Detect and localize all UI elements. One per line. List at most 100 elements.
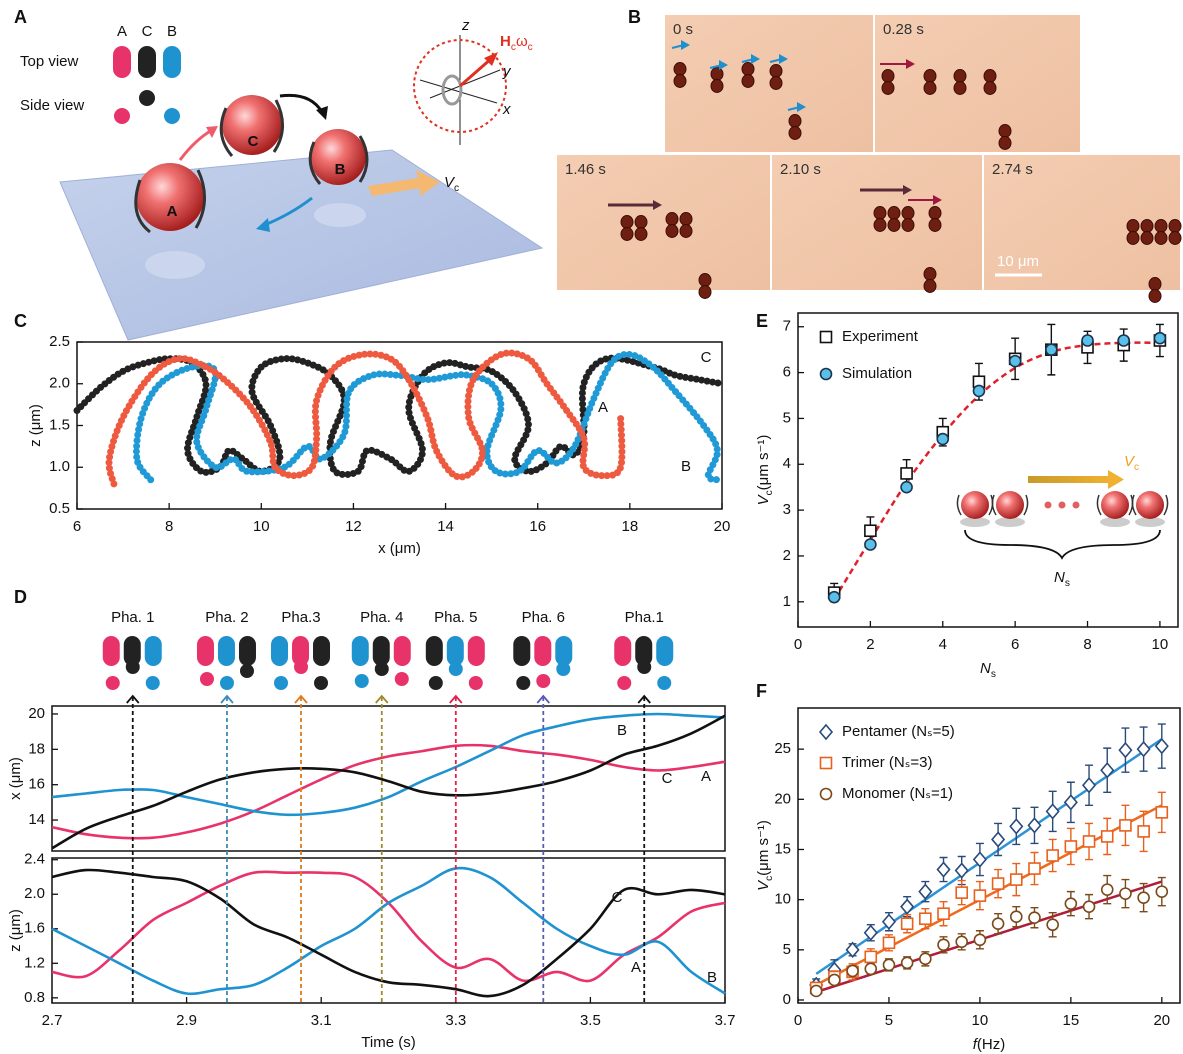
phase-top-view bbox=[197, 636, 214, 666]
marker bbox=[938, 908, 949, 919]
series-label: B bbox=[617, 722, 627, 739]
field-label-part: ω bbox=[516, 33, 528, 50]
marker bbox=[901, 468, 912, 479]
particle-dimer bbox=[888, 207, 900, 220]
particle-dimer bbox=[929, 219, 941, 232]
top-view-dumbbell bbox=[138, 46, 156, 78]
particle-dimer bbox=[874, 219, 886, 232]
particle-dimer bbox=[954, 70, 966, 83]
particle-dimer bbox=[666, 213, 678, 226]
particle-dimer bbox=[1155, 232, 1167, 245]
marker bbox=[1120, 888, 1131, 899]
x-axis-label: Time (s) bbox=[361, 1034, 415, 1051]
panel-label: B bbox=[628, 7, 641, 27]
particle-dimer bbox=[699, 274, 711, 287]
marker bbox=[920, 913, 931, 924]
phase-side-view bbox=[469, 676, 483, 690]
particle-dimer bbox=[902, 207, 914, 220]
x-tick-label: 20 bbox=[1153, 1012, 1170, 1029]
particle-dimer bbox=[929, 207, 941, 220]
field-label-part: H bbox=[500, 33, 511, 50]
phase-top-view bbox=[373, 636, 390, 666]
line bbox=[52, 870, 725, 996]
particle-dimer bbox=[999, 125, 1011, 138]
x-axis-label-part: s bbox=[991, 669, 996, 680]
x-tick-label: 2 bbox=[866, 636, 874, 653]
phase-side-view bbox=[556, 662, 570, 676]
particle-dimer bbox=[770, 77, 782, 90]
particle-dimer bbox=[1127, 232, 1139, 245]
reflection bbox=[314, 203, 366, 227]
x-tick-label: 2.7 bbox=[42, 1012, 63, 1029]
x-tick-label: 10 bbox=[972, 1012, 989, 1029]
phase-side-view bbox=[536, 674, 550, 688]
marker bbox=[1047, 850, 1058, 861]
marker bbox=[1138, 826, 1149, 837]
legend-label: Simulation bbox=[842, 365, 912, 382]
panel-label: E bbox=[756, 311, 768, 331]
phase-top-view bbox=[239, 636, 256, 666]
velocity-label-part: c bbox=[454, 183, 459, 194]
top-view-dumbbell bbox=[113, 46, 131, 78]
x-tick-label: 4 bbox=[939, 636, 947, 653]
time-label: 1.46 s bbox=[565, 161, 606, 178]
y-tick-label: 20 bbox=[28, 705, 45, 722]
marker bbox=[1010, 819, 1022, 833]
marker bbox=[937, 434, 948, 445]
inset-sphere bbox=[1101, 491, 1129, 519]
y-tick-label: 2.0 bbox=[24, 885, 45, 902]
series-label: C bbox=[612, 889, 623, 906]
series-label: B bbox=[707, 969, 717, 986]
figure: ABCDEFACBACBTop viewSide viewzyxHcωcVc0 … bbox=[0, 0, 1183, 1054]
inset-arrow bbox=[1028, 476, 1110, 483]
sphere-label: B bbox=[335, 161, 346, 178]
particle-dimer bbox=[924, 82, 936, 95]
inset-label-part: s bbox=[1065, 578, 1070, 589]
particle-dimer bbox=[680, 225, 692, 238]
y-tick-label: 0.5 bbox=[49, 500, 70, 517]
phase-top-view bbox=[352, 636, 369, 666]
particle-dimer bbox=[789, 127, 801, 140]
particle-dimer bbox=[984, 82, 996, 95]
time-label: 2.74 s bbox=[992, 161, 1033, 178]
legend-marker bbox=[821, 369, 832, 380]
marker bbox=[1102, 884, 1113, 895]
motion-arrow bbox=[180, 130, 212, 160]
x-tick-label: 0 bbox=[794, 1012, 802, 1029]
phase-top-view bbox=[447, 636, 464, 666]
particle-dimer bbox=[674, 63, 686, 76]
axis-name: x bbox=[502, 101, 511, 118]
marker bbox=[902, 918, 913, 929]
marker bbox=[1082, 335, 1093, 346]
marker bbox=[1102, 831, 1113, 842]
phase-side-view bbox=[375, 662, 389, 676]
field-label: Hcωc bbox=[500, 33, 533, 53]
series-label: B bbox=[681, 458, 691, 475]
marker bbox=[992, 832, 1004, 846]
phase-side-view bbox=[106, 676, 120, 690]
y-axis-label: Vc(μm s⁻¹) bbox=[755, 820, 775, 891]
marker bbox=[829, 974, 840, 985]
marker bbox=[1029, 863, 1040, 874]
phase-side-view bbox=[355, 674, 369, 688]
particle-dimer bbox=[888, 219, 900, 232]
particle-dimer bbox=[635, 216, 647, 229]
phase-label: Pha. 4 bbox=[360, 609, 403, 626]
particle-dimer bbox=[621, 216, 633, 229]
motion-arrow bbox=[280, 95, 322, 112]
marker bbox=[1046, 344, 1057, 355]
marker bbox=[865, 926, 877, 940]
view-label: Side view bbox=[20, 97, 84, 114]
phase-top-view bbox=[468, 636, 485, 666]
sphere bbox=[136, 163, 204, 231]
x-tick-label: 10 bbox=[253, 518, 270, 535]
marker bbox=[1084, 901, 1095, 912]
marker bbox=[883, 959, 894, 970]
y-tick-label: 15 bbox=[774, 840, 791, 857]
particle-dimer bbox=[742, 75, 754, 88]
marker bbox=[829, 592, 840, 603]
phase-side-view bbox=[395, 672, 409, 686]
phase-label: Pha.1 bbox=[625, 609, 664, 626]
marker bbox=[956, 887, 967, 898]
particle-dimer bbox=[882, 82, 894, 95]
